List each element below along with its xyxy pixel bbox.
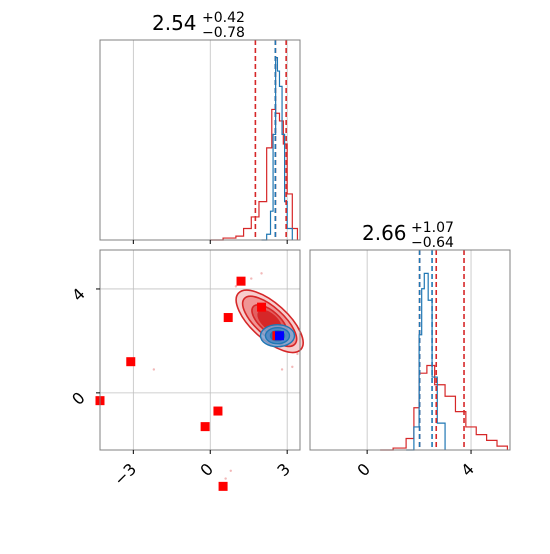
p2-ytick-label-1: 4 — [68, 284, 89, 305]
title-p1: 2.54 +0.42 −0.78 — [152, 10, 245, 41]
title-p1-plus: +0.42 — [202, 10, 245, 26]
p2-sample-0 — [260, 272, 263, 275]
p2-xtick-label-1: 0 — [196, 459, 217, 480]
scatter-2d-panel: −3 0 3 0 4 — [68, 249, 304, 491]
p3-hist-red — [380, 364, 509, 451]
p2-marker-4 — [218, 481, 228, 491]
p3-xtick-label-1: 4 — [457, 459, 478, 480]
title-p1-minus: −0.78 — [202, 25, 245, 41]
p2-sample-4 — [280, 368, 284, 371]
title-p1-main: 2.54 — [152, 11, 197, 35]
p2-marker-7 — [257, 302, 267, 312]
p2-ytick-label-0: 0 — [68, 388, 89, 409]
p2-highlight-marker — [274, 331, 284, 341]
title-p2: 2.66 +1.07 −0.64 — [362, 220, 454, 251]
p2-frame — [99, 249, 301, 451]
p1-frame — [99, 39, 301, 241]
p2-sample-6 — [152, 368, 156, 371]
p2-sample-1 — [250, 277, 253, 280]
title-p2-main: 2.66 — [362, 221, 407, 245]
p2-sample-2 — [291, 365, 294, 369]
p2-samples — [152, 272, 299, 480]
p2-xtick-label-2: 3 — [273, 459, 294, 480]
p2-marker-2 — [200, 422, 210, 432]
histogram-p1-panel — [99, 39, 301, 244]
title-p2-minus: −0.64 — [411, 235, 454, 251]
p2-sample-5 — [234, 285, 238, 288]
p2-marker-1 — [126, 357, 136, 367]
p3-frame — [309, 249, 511, 451]
p2-sample-8 — [229, 469, 232, 472]
p3-xtick-label-0: 0 — [353, 459, 374, 480]
p2-marker-3 — [213, 406, 223, 416]
p2-marker-5 — [223, 313, 233, 323]
p2-xtick-label-0: −3 — [110, 459, 140, 489]
p3-hist-blue — [406, 272, 446, 451]
p2-marker-6 — [236, 276, 246, 286]
title-p2-plus: +1.07 — [411, 220, 454, 236]
p1-hist-red — [210, 108, 299, 241]
p2-sample-3 — [296, 352, 299, 356]
p2-sample-7 — [224, 477, 227, 480]
